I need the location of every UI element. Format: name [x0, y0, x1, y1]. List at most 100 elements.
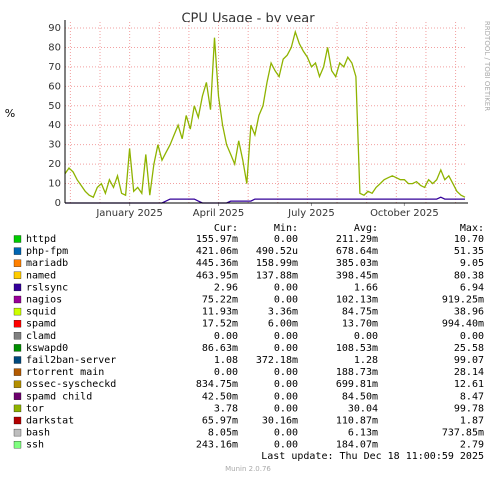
legend-name: bash — [26, 428, 50, 439]
legend-cell: 211.29m — [336, 234, 378, 245]
legend-swatch — [13, 368, 22, 376]
y-tick-label: 10 — [48, 179, 61, 190]
legend-cell: 1.28 — [354, 355, 378, 366]
x-tick-label: July 2025 — [287, 208, 335, 219]
y-tick-label: 0 — [55, 198, 61, 209]
legend-cell: 834.75m — [196, 379, 238, 390]
y-tick-label: 60 — [48, 81, 61, 92]
legend-cell: 6.94 — [460, 282, 484, 293]
legend-swatch — [13, 441, 22, 449]
legend-cell: 158.99m — [256, 258, 298, 269]
legend-cell: 30.04 — [348, 403, 378, 414]
legend-swatch — [13, 356, 22, 364]
y-tick-label: 50 — [48, 101, 61, 112]
legend-cell: 385.03m — [336, 258, 378, 269]
legend-header: Avg: — [354, 223, 378, 234]
legend-name: darkstat — [26, 416, 74, 427]
legend-cell: 99.78 — [454, 403, 484, 414]
legend-cell: 0.00 — [214, 331, 238, 342]
legend-cell: 80.38 — [454, 270, 484, 281]
legend-name: ossec-syscheckd — [26, 379, 116, 390]
legend-name: named — [26, 270, 56, 281]
legend-cell: 42.50m — [202, 391, 238, 402]
legend-cell: 84.50m — [342, 391, 378, 402]
legend-name: rslsync — [26, 282, 68, 293]
legend-cell: 2.96 — [214, 282, 238, 293]
legend-cell: 99.07 — [454, 355, 484, 366]
legend-cell: 137.88m — [256, 270, 298, 281]
x-tick-label: January 2025 — [95, 208, 163, 219]
legend-name: fail2ban-server — [26, 355, 116, 366]
legend-swatch — [13, 235, 22, 243]
legend-cell: 75.22m — [202, 295, 238, 306]
legend-cell: 1.66 — [354, 282, 378, 293]
last-update: Last update: Thu Dec 18 11:00:59 2025 — [261, 451, 484, 462]
legend-cell: 2.79 — [460, 440, 484, 451]
legend-swatch — [13, 307, 22, 316]
legend-name: php-fpm — [26, 246, 68, 257]
y-tick-label: 90 — [48, 23, 61, 34]
legend-cell: 0.00 — [274, 295, 298, 306]
legend-cell: 243.16m — [196, 440, 238, 451]
legend-cell: 0.00 — [274, 343, 298, 354]
legend-cell: 155.97m — [196, 234, 238, 245]
legend-cell: 737.85m — [442, 428, 484, 439]
legend-cell: 372.18m — [256, 355, 298, 366]
legend-cell: 8.05m — [208, 428, 238, 439]
legend-swatch — [13, 295, 22, 304]
legend-name: clamd — [26, 331, 56, 342]
legend-name: spamd — [26, 319, 56, 330]
legend-header: Min: — [274, 223, 298, 234]
legend-cell: 0.00 — [274, 428, 298, 439]
legend-cell: 0.00 — [274, 282, 298, 293]
legend-cell: 699.81m — [336, 379, 378, 390]
x-tick-label: April 2025 — [193, 208, 244, 219]
legend-swatch — [13, 247, 22, 255]
legend-cell: 9.05 — [460, 258, 484, 269]
legend-cell: 10.70 — [454, 234, 484, 245]
legend-cell: 12.61 — [454, 379, 484, 390]
legend-cell: 3.78 — [214, 403, 238, 414]
legend-cell: 30.16m — [262, 416, 298, 427]
legend-name: kswapd0 — [26, 343, 68, 354]
legend-swatch — [13, 259, 22, 267]
legend-swatch — [13, 404, 22, 413]
legend-cell: 0.00 — [274, 440, 298, 451]
legend-swatch — [13, 392, 22, 400]
footer: Munin 2.0.76 — [225, 465, 271, 473]
legend-cell: 110.87m — [336, 416, 378, 427]
legend-swatch — [13, 344, 22, 352]
legend-cell: 0.00 — [274, 379, 298, 390]
legend-cell: 445.36m — [196, 258, 238, 269]
y-tick-label: 40 — [48, 120, 61, 131]
series-line — [64, 29, 466, 199]
legend-cell: 86.63m — [202, 343, 238, 354]
legend-cell: 421.06m — [196, 246, 238, 257]
legend-name: ssh — [26, 440, 44, 451]
y-axis-label: % — [5, 107, 15, 120]
legend-cell: 0.00 — [274, 331, 298, 342]
legend-cell: 108.53m — [336, 343, 378, 354]
legend-name: rtorrent main — [26, 367, 104, 378]
legend-name: tor — [26, 403, 44, 414]
legend-swatch — [13, 332, 22, 340]
legend-swatch — [13, 271, 22, 279]
legend-swatch — [13, 283, 22, 292]
legend-cell: 0.00 — [274, 234, 298, 245]
legend-cell: 398.45m — [336, 270, 378, 281]
legend-cell: 463.95m — [196, 270, 238, 281]
legend-cell: 0.00 — [274, 391, 298, 402]
legend-cell: 0.00 — [354, 331, 378, 342]
legend-cell: 184.07m — [336, 440, 378, 451]
y-tick-label: 30 — [48, 140, 61, 151]
legend-cell: 25.58 — [454, 343, 484, 354]
legend-header: Cur: — [214, 223, 238, 234]
legend-swatch — [13, 416, 22, 425]
x-tick-label: October 2025 — [370, 208, 439, 219]
legend-cell: 490.52u — [256, 246, 298, 257]
legend-cell: 1.08 — [214, 355, 238, 366]
legend-cell: 1.87 — [460, 416, 484, 427]
y-tick-label: 70 — [48, 62, 61, 73]
legend-cell: 102.13m — [336, 295, 378, 306]
